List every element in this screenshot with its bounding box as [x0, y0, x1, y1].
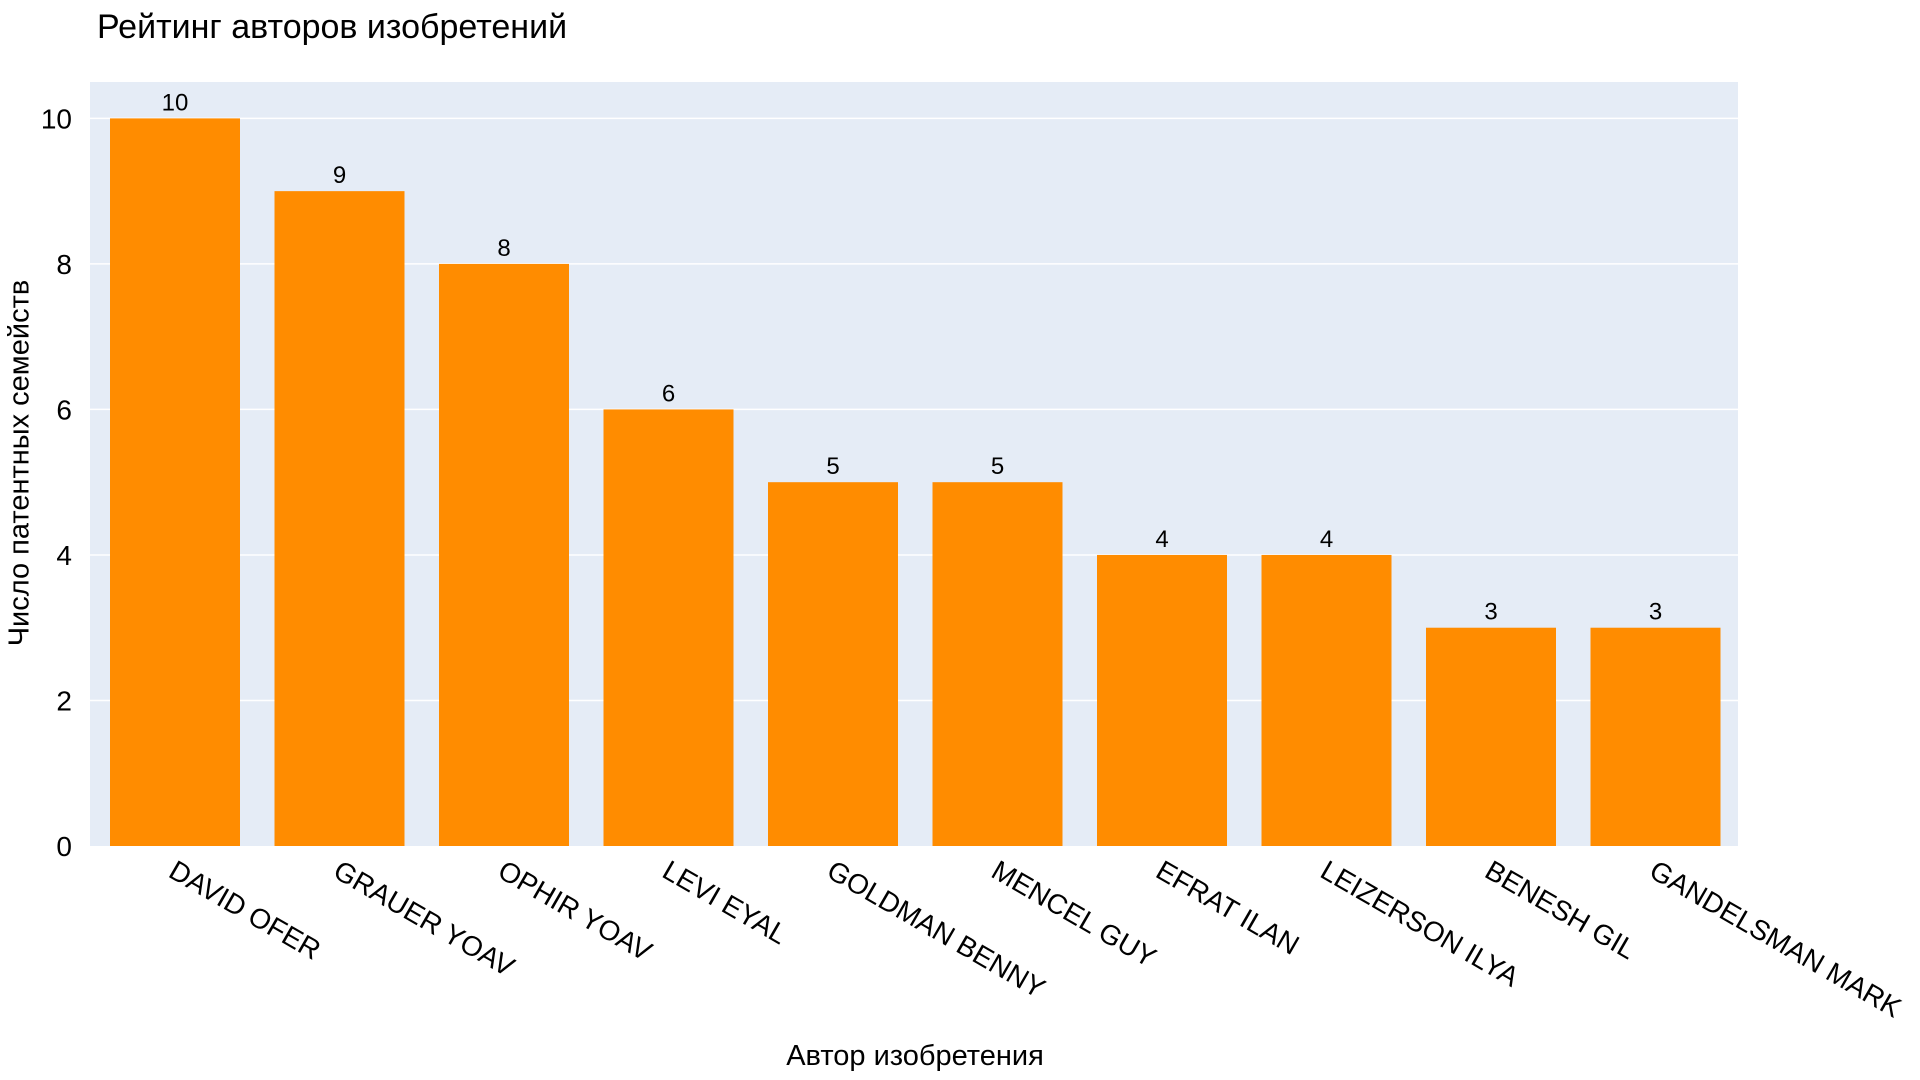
bar[interactable] — [603, 409, 734, 846]
bar[interactable] — [932, 482, 1063, 846]
bar-data-label: 3 — [1484, 599, 1497, 626]
chart-title: Рейтинг авторов изобретений — [97, 8, 568, 46]
bar[interactable] — [1426, 627, 1556, 846]
bar-data-label: 6 — [662, 380, 675, 407]
y-tick-label: 8 — [56, 249, 72, 280]
x-tick-label: DAVID OFER — [164, 854, 326, 965]
bar-data-label: 9 — [333, 162, 346, 189]
x-tick-label: GANDELSMAN MARK — [1645, 854, 1907, 1023]
y-tick-label: 6 — [56, 394, 72, 425]
x-axis-title: Автор изобретения — [786, 1040, 1044, 1072]
bar[interactable] — [1590, 627, 1721, 846]
bar-data-label: 5 — [826, 453, 839, 480]
bar[interactable] — [274, 191, 405, 847]
bar-data-label: 5 — [991, 453, 1004, 480]
y-tick-label: 10 — [41, 103, 72, 134]
bar[interactable] — [439, 263, 569, 846]
bar-data-label: 3 — [1649, 599, 1662, 626]
x-tick-label: GRAUER YOAV — [329, 854, 520, 982]
y-tick-label: 2 — [56, 685, 72, 716]
bar-data-label: 10 — [162, 89, 189, 116]
y-axis-title: Число патентных семейств — [3, 279, 36, 647]
bar-data-label: 8 — [497, 235, 510, 262]
bar-data-label: 4 — [1320, 526, 1333, 553]
y-tick-label: 0 — [56, 831, 72, 862]
bar-data-label: 4 — [1155, 526, 1168, 553]
x-tick-label: OPHIR YOAV — [493, 854, 657, 967]
bar[interactable] — [1097, 554, 1227, 846]
x-tick-label: LEVI EYAL — [658, 854, 793, 950]
x-tick-label: EFRAT ILAN — [1151, 854, 1304, 960]
y-tick-label: 4 — [56, 540, 72, 571]
bar[interactable] — [768, 482, 898, 846]
x-tick-label: BENESH GIL — [1480, 854, 1641, 965]
bar[interactable] — [1261, 554, 1392, 846]
bar[interactable] — [110, 118, 240, 846]
